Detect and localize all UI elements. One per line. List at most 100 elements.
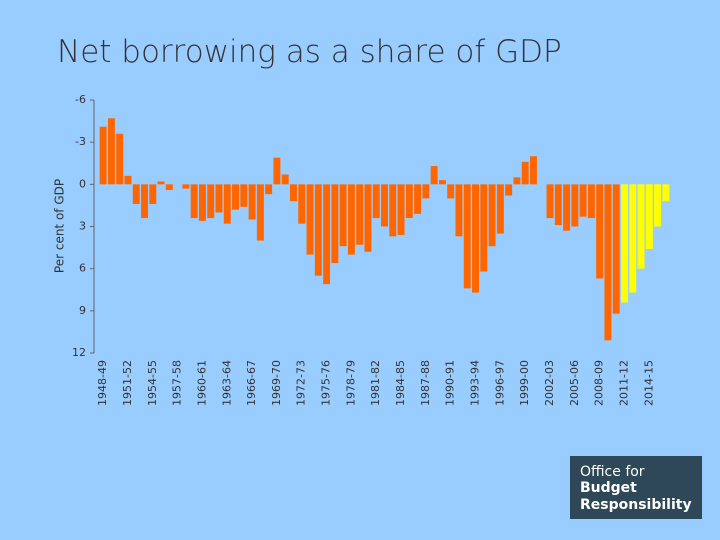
bar [381,184,388,227]
bar [389,184,397,237]
bar [157,181,165,185]
x-tick-label: 2002-03 [543,360,556,406]
x-tick-label: 1984-85 [394,360,407,406]
y-tick-label: 6 [79,262,86,275]
x-tick-label: 1999-00 [518,360,531,406]
x-tick-label: 1966-67 [245,360,258,406]
x-tick-label: 1948-49 [96,360,109,406]
bar [116,133,124,185]
bar [331,184,339,264]
bar [521,161,529,185]
x-tick-label: 2005-06 [568,360,581,406]
bar [372,184,380,219]
bar [579,184,587,217]
bar [472,184,480,293]
logo-line: Responsibility [580,497,692,513]
bar [438,180,446,185]
bar [339,184,347,247]
y-tick-label: -3 [75,135,86,148]
x-tick-label: 1972-73 [295,360,308,406]
bar [430,166,438,185]
bar [265,184,273,195]
bar [281,174,289,185]
y-axis-label: Per cent of GDP [53,179,67,273]
x-tick-label: 1954-55 [146,360,159,406]
bar [612,184,620,314]
bar [513,177,521,185]
x-tick-label: 2014-15 [642,360,655,406]
x-tick-label: 1963-64 [220,360,233,406]
x-tick-label: 1990-91 [444,360,457,406]
bar [107,118,115,185]
y-tick-label: 9 [79,304,86,317]
bar [99,126,107,185]
bar [422,184,430,199]
bar [215,184,223,213]
bar [256,184,264,241]
bar [662,184,670,202]
bar [273,157,281,185]
bar [207,184,215,219]
bar [629,184,637,293]
bar [621,184,628,303]
bar [223,184,231,224]
bar [240,184,248,207]
x-tick-label: 2011-12 [617,360,630,406]
bar [480,184,488,272]
bar [505,184,513,196]
x-tick-label: 1981-82 [369,360,382,406]
bar [529,156,537,185]
bar [289,184,297,202]
bar [141,184,148,219]
bar [604,184,612,341]
bar [298,184,306,224]
bar [571,184,579,227]
bar [645,184,653,249]
bar [306,184,314,255]
logo-box [570,456,702,519]
x-tick-label: 1978-79 [344,360,357,406]
bar [414,184,422,214]
bar [356,184,364,245]
bar [463,184,471,289]
y-tick-label: 0 [79,177,86,190]
bar [132,184,140,205]
bar [124,175,132,185]
x-tick-label: 1987-88 [419,360,432,406]
bar [314,184,322,276]
bar [455,184,463,237]
bar [637,184,645,269]
bar [596,184,604,279]
y-tick-label: 3 [79,220,86,233]
y-tick-label: -6 [75,93,86,106]
chart-title: Net borrowing as a share of GDP [57,34,562,70]
x-tick-label: 1951-52 [121,360,134,406]
bar [447,184,455,199]
bar [347,184,355,255]
bar [488,184,496,247]
x-tick-label: 2008-09 [593,360,606,406]
logo-line: Office for [580,464,645,480]
y-tick-label: 12 [72,346,86,359]
bar [149,184,157,205]
bar [554,184,562,226]
bar [405,184,413,219]
bar [563,184,571,231]
bar [182,184,190,189]
x-tick-label: 1957-58 [171,360,184,406]
bar [248,184,256,220]
bar [364,184,372,252]
bar [232,184,240,210]
bar [323,184,331,285]
bar [546,184,554,219]
x-tick-label: 1993-94 [469,360,482,406]
bar [198,184,206,221]
bar [587,184,595,219]
bar [654,184,662,227]
bar [190,184,198,219]
x-tick-label: 1996-97 [493,360,506,406]
bar [397,184,405,235]
x-tick-label: 1960-61 [195,360,208,406]
